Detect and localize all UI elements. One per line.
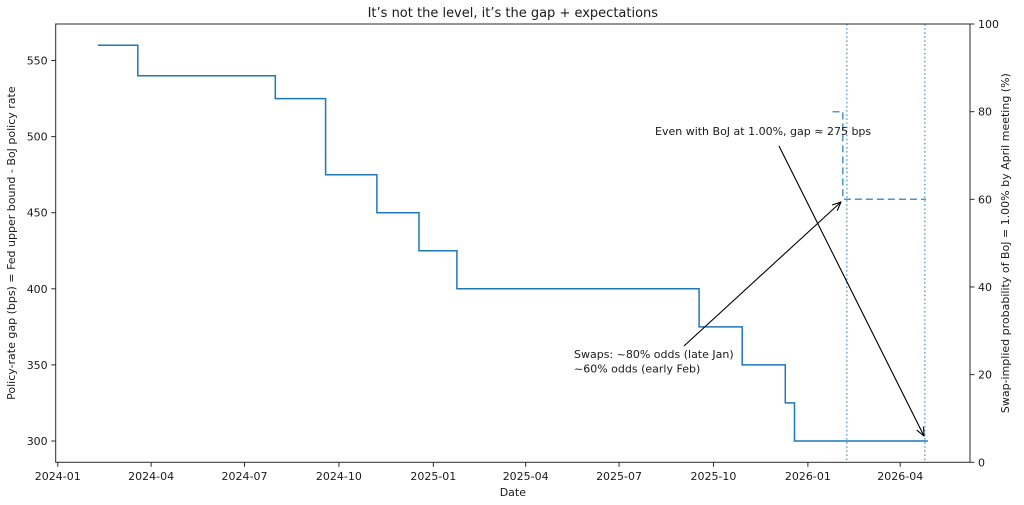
y-axis-label-left: Policy-rate gap (bps) = Fed upper bound … <box>5 86 18 400</box>
y-right-tick-label: 60 <box>978 193 992 206</box>
x-tick-label: 2024-10 <box>316 470 362 483</box>
annotation-gap-note-arrow <box>778 145 925 437</box>
y-right-tick-label: 80 <box>978 106 992 119</box>
y-right-tick-label: 20 <box>978 369 992 382</box>
x-tick-label: 2026-01 <box>785 470 831 483</box>
x-tick-label: 2024-04 <box>128 470 174 483</box>
x-tick-label: 2026-04 <box>877 470 923 483</box>
chart-title: It’s not the level, it’s the gap + expec… <box>368 6 659 21</box>
annotation-swaps-note-arrowhead <box>836 201 842 211</box>
x-tick-label: 2024-01 <box>35 470 81 483</box>
x-tick-label: 2025-01 <box>410 470 456 483</box>
annotation-swaps-note-text: ~60% odds (early Feb) <box>574 363 700 376</box>
x-tick-label: 2025-04 <box>503 470 549 483</box>
annotation-swaps-note-arrow <box>683 201 842 347</box>
annotation-swaps-note-text: Swaps: ~80% odds (late Jan) <box>574 348 734 361</box>
y-axis-label-right: Swap-implied probability of BoJ = 1.00% … <box>999 73 1012 413</box>
y-left-tick-label: 550 <box>27 55 48 68</box>
y-right-tick-label: 100 <box>978 18 999 31</box>
policy-rate-gap-line <box>97 44 928 442</box>
y-right-tick-label: 0 <box>978 456 985 469</box>
y-left-tick-label: 450 <box>27 207 48 220</box>
annotation-gap-note-text: Even with BoJ at 1.00%, gap ≈ 275 bps <box>655 125 871 138</box>
y-right-tick-label: 40 <box>978 281 992 294</box>
y-left-tick-label: 350 <box>27 359 48 372</box>
annotation-gap-note-arrowhead <box>916 429 925 437</box>
x-tick-label: 2025-10 <box>690 470 736 483</box>
annotation-swaps-note-arrowhead <box>831 201 842 206</box>
y-left-tick-label: 400 <box>27 283 48 296</box>
y-left-tick-label: 300 <box>27 435 48 448</box>
y-left-tick-label: 500 <box>27 131 48 144</box>
plot-border <box>55 23 971 463</box>
swap-implied-probability-line <box>832 110 926 201</box>
x-axis-label: Date <box>500 486 527 499</box>
x-tick-label: 2025-07 <box>596 470 642 483</box>
x-tick-label: 2024-07 <box>222 470 268 483</box>
